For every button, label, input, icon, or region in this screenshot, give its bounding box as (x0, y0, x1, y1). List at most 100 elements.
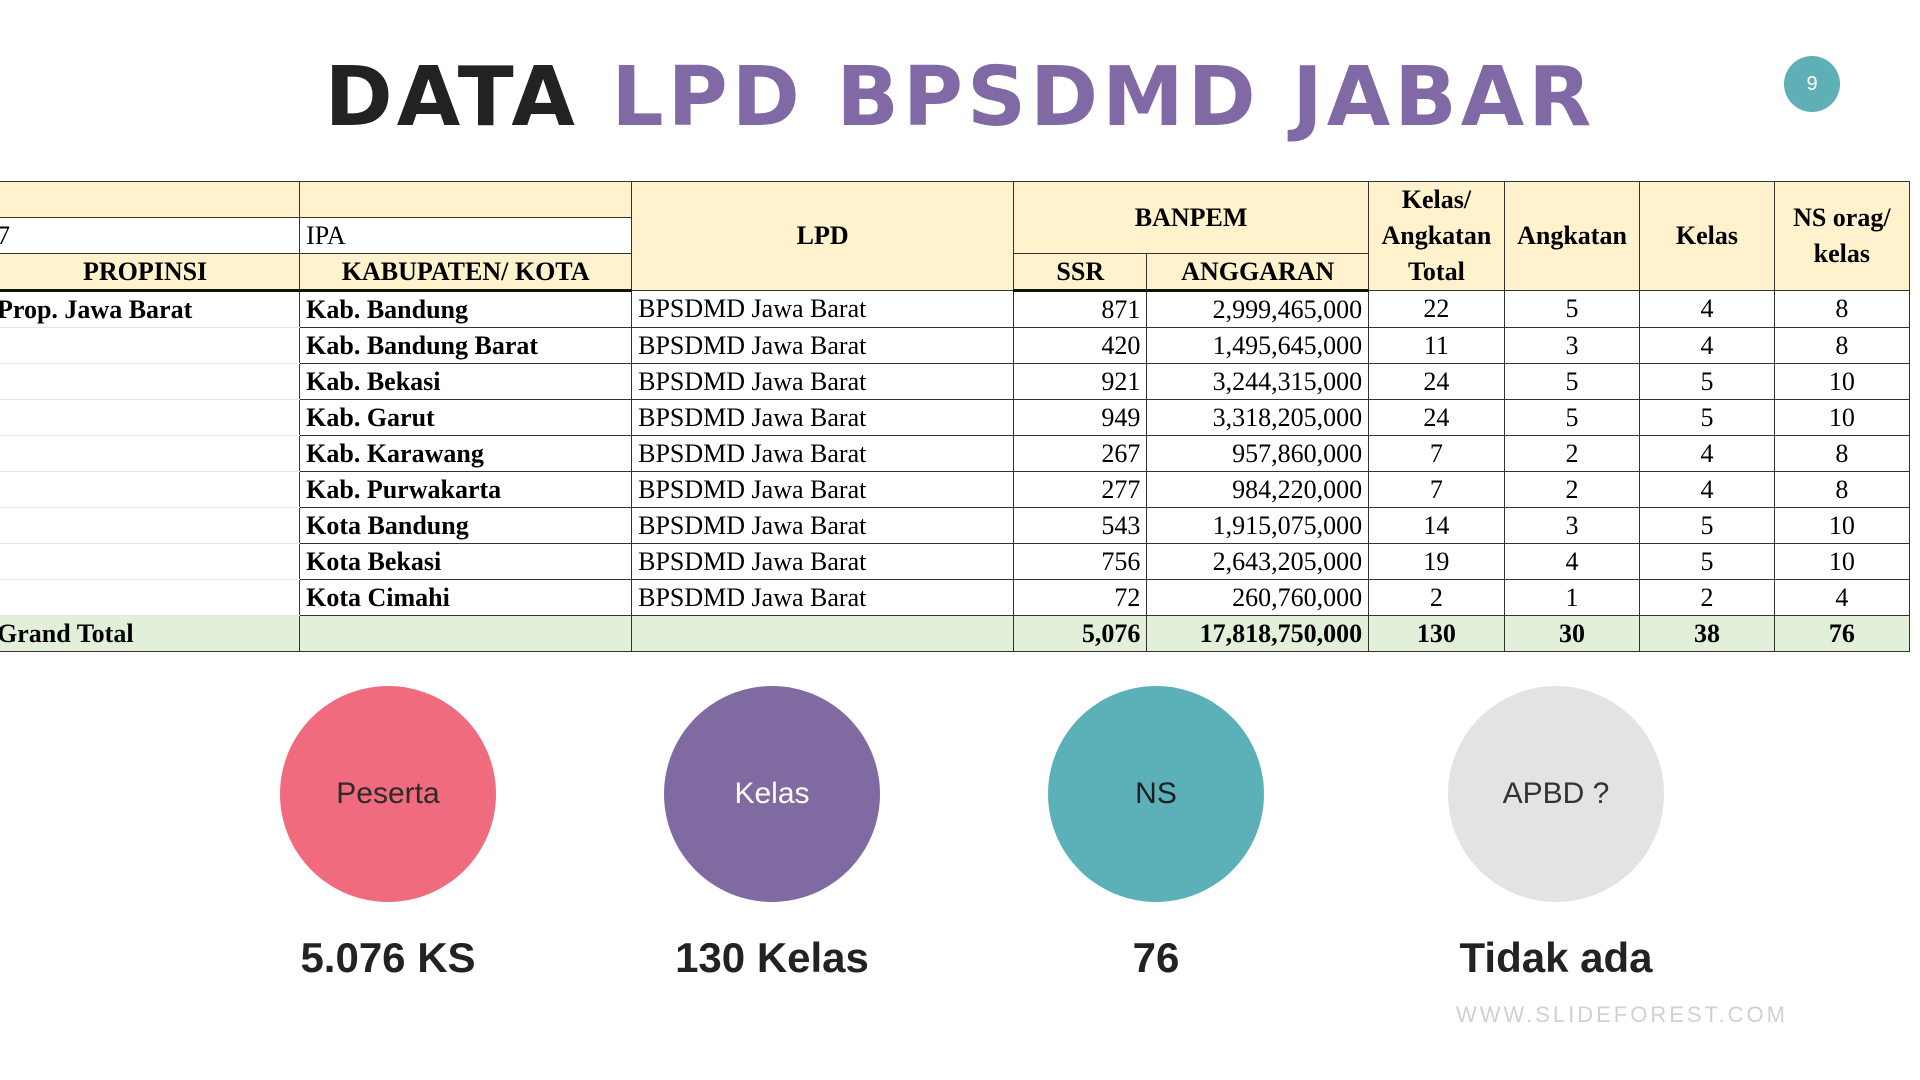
cell-lpd: BPSDMD Jawa Barat (631, 363, 1015, 400)
cell-lpd: BPSDMD Jawa Barat (631, 290, 1015, 328)
cell-ns: 10 (1773, 507, 1911, 544)
cell-angkatan: 5 (1503, 290, 1641, 328)
cell-ns: 8 (1773, 290, 1911, 328)
cell-kelas: 4 (1639, 471, 1775, 508)
grand-total-ssr: 5,076 (1013, 615, 1148, 652)
cell-propinsi (0, 579, 301, 616)
table-header-row-1: LPD BANPEM Kelas/Angkatan Total Angkatan … (0, 181, 1911, 291)
header-propinsi: PROPINSI (0, 253, 301, 292)
cell-ssr: 277 (1013, 471, 1148, 508)
cell-kabupaten: Kab. Karawang (299, 435, 633, 472)
cell-anggaran: 2,999,465,000 (1146, 290, 1370, 328)
cell-lpd: BPSDMD Jawa Barat (631, 543, 1015, 580)
grand-total-blank-kab (299, 615, 633, 652)
header-anggaran: ANGGARAN (1146, 253, 1370, 292)
table-row: Kab. Karawang BPSDMD Jawa Barat 267 957,860… (0, 435, 1911, 472)
cell-ns: 8 (1773, 435, 1911, 472)
cell-anggaran: 3,244,315,000 (1146, 363, 1370, 400)
cell-lpd: BPSDMD Jawa Barat (631, 327, 1015, 364)
cell-kabupaten: Kota Bandung (299, 507, 633, 544)
header-kabupaten-kota: KABUPATEN/ KOTA (299, 253, 633, 292)
ns-circle: NS (1048, 686, 1264, 902)
header-banpem: BANPEM (1013, 181, 1370, 254)
lpd-data-table: LPD BANPEM Kelas/Angkatan Total Angkatan … (0, 181, 1911, 652)
cell-ns: 8 (1773, 471, 1911, 508)
peserta-circle: Peserta (280, 686, 496, 902)
grand-total-angkatan: 30 (1503, 615, 1641, 652)
grand-total-label: Grand Total (0, 615, 301, 652)
cell-kelas: 5 (1639, 363, 1775, 400)
cell-kelas-total: 19 (1368, 543, 1505, 580)
cell-anggaran: 3,318,205,000 (1146, 399, 1370, 436)
kelas-circle: Kelas (664, 686, 880, 902)
cell-anggaran: 957,860,000 (1146, 435, 1370, 472)
cell-anggaran: 260,760,000 (1146, 579, 1370, 616)
table-row: Kab. Bekasi BPSDMD Jawa Barat 921 3,244,315… (0, 363, 1911, 400)
table-row: Kab. Purwakarta BPSDMD Jawa Barat 277 984,2… (0, 471, 1911, 508)
table-row: Kota Bekasi BPSDMD Jawa Barat 756 2,643,205… (0, 543, 1911, 580)
filter-value-right[interactable]: IPA (299, 217, 633, 254)
cell-ssr: 267 (1013, 435, 1148, 472)
cell-lpd: BPSDMD Jawa Barat (631, 471, 1015, 508)
cell-lpd: BPSDMD Jawa Barat (631, 399, 1015, 436)
watermark-text: WWW.SLIDEFOREST.COM (1456, 1002, 1788, 1027)
cell-anggaran: 2,643,205,000 (1146, 543, 1370, 580)
cell-kelas-total: 14 (1368, 507, 1505, 544)
cell-kabupaten: Kab. Garut (299, 399, 633, 436)
cell-kelas: 2 (1639, 579, 1775, 616)
cell-kelas-total: 11 (1368, 327, 1505, 364)
table-row: Kab. Garut BPSDMD Jawa Barat 949 3,318,205,… (0, 399, 1911, 436)
cell-ssr: 921 (1013, 363, 1148, 400)
cell-angkatan: 4 (1503, 543, 1641, 580)
table-header-row-3: PROPINSI KABUPATEN/ KOTA SSR ANGGARAN (0, 253, 1910, 292)
grand-total-row: Grand Total 5,076 17,818,750,000 130 30 … (0, 615, 1911, 652)
table-row: Kab. Bandung Barat BPSDMD Jawa Barat 420 1,… (0, 327, 1911, 364)
cell-kabupaten: Kab. Bandung Barat (299, 327, 633, 364)
cell-propinsi (0, 435, 301, 472)
cell-kabupaten: Kab. Purwakarta (299, 471, 633, 508)
header-ns-orang-kelas: NS orag/kelas (1773, 181, 1911, 291)
header-blank-right (299, 181, 633, 218)
header-kelas-angkatan-total: Kelas/Angkatan Total (1368, 181, 1505, 291)
cell-kelas-total: 7 (1368, 435, 1505, 472)
cell-lpd: BPSDMD Jawa Barat (631, 579, 1015, 616)
cell-kelas-total: 7 (1368, 471, 1505, 508)
cell-angkatan: 2 (1503, 471, 1641, 508)
page-number-badge: 9 (1784, 56, 1840, 112)
header-ssr: SSR (1013, 253, 1148, 292)
cell-kelas-total: 2 (1368, 579, 1505, 616)
cell-kelas: 5 (1639, 399, 1775, 436)
cell-ns: 10 (1773, 363, 1911, 400)
filter-value-left[interactable]: 7 (0, 217, 301, 254)
cell-propinsi (0, 543, 301, 580)
grand-total-kelas: 38 (1639, 615, 1775, 652)
cell-ns: 4 (1773, 579, 1911, 616)
cell-lpd: BPSDMD Jawa Barat (631, 507, 1015, 544)
header-angkatan: Angkatan (1503, 181, 1641, 291)
cell-propinsi: Prop. Jawa Barat (0, 290, 301, 328)
cell-angkatan: 1 (1503, 579, 1641, 616)
cell-propinsi (0, 471, 301, 508)
cell-anggaran: 1,915,075,000 (1146, 507, 1370, 544)
cell-anggaran: 1,495,645,000 (1146, 327, 1370, 364)
cell-propinsi (0, 327, 301, 364)
cell-kelas: 4 (1639, 435, 1775, 472)
apbd-value: Tidak ada (1459, 934, 1653, 981)
grand-total-blank-lpd (631, 615, 1015, 652)
header-blank-left (0, 181, 301, 218)
table-row: Kota Bandung BPSDMD Jawa Barat 543 1,915,07… (0, 507, 1911, 544)
cell-ssr: 949 (1013, 399, 1148, 436)
cell-angkatan: 2 (1503, 435, 1641, 472)
ns-value: 76 (1132, 934, 1180, 981)
cell-kabupaten: Kota Bekasi (299, 543, 633, 580)
cell-ssr: 871 (1013, 290, 1148, 328)
table-row: Kota Cimahi BPSDMD Jawa Barat 72 260,760,00… (0, 579, 1911, 616)
peserta-value: 5.076 KS (300, 934, 476, 981)
cell-ns: 10 (1773, 399, 1911, 436)
apbd-circle: APBD ? (1448, 686, 1664, 902)
cell-lpd: BPSDMD Jawa Barat (631, 435, 1015, 472)
cell-ssr: 72 (1013, 579, 1148, 616)
cell-ns: 8 (1773, 327, 1911, 364)
title-part-data: DATA (324, 50, 579, 145)
header-kelas: Kelas (1639, 181, 1775, 291)
